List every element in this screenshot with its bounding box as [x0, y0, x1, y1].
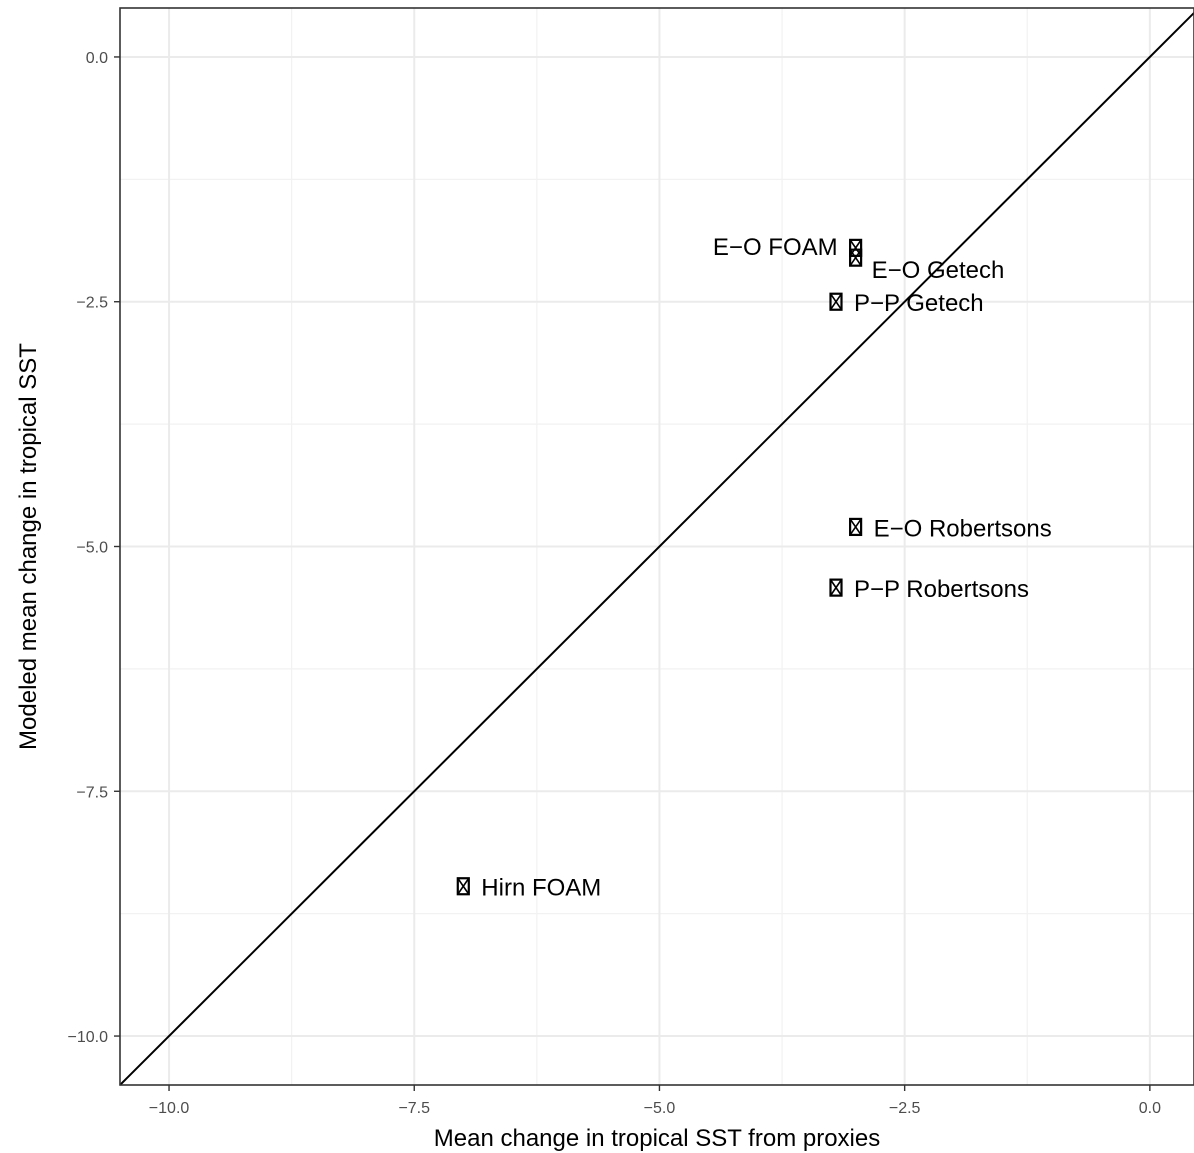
data-point: E−O FOAM: [713, 234, 863, 261]
point-label: Hirn FOAM: [481, 875, 601, 902]
x-tick-label: −10.0: [149, 1100, 190, 1117]
x-tick-label: −7.5: [398, 1100, 430, 1117]
y-tick-label: −10.0: [68, 1029, 109, 1046]
y-tick-label: −5.0: [76, 540, 108, 557]
point-marker-cross: [829, 579, 843, 597]
data-points: E−O FOAM E−O Getech P−P Getech E−O Robertso…: [456, 234, 1052, 902]
point-marker: [849, 238, 863, 257]
grid: [120, 8, 1194, 1085]
x-tick-label: −5.0: [644, 1100, 676, 1117]
y-tick-label: 0.0: [86, 50, 108, 67]
y-tick-label: −2.5: [76, 295, 108, 312]
point-label: P−P Getech: [854, 290, 984, 317]
point-label: E−O Getech: [872, 257, 1005, 284]
point-marker-cross: [849, 249, 862, 267]
x-tick-label: −2.5: [889, 1100, 921, 1117]
y-tick-label: −7.5: [76, 784, 108, 801]
point-marker: [829, 292, 843, 311]
point-marker-cross: [457, 877, 470, 895]
point-marker: [849, 517, 863, 537]
axes: −10.0 −7.5 −5.0 −2.5 0.0 −10.0 −7.5 −5.0 −2.5 0.0: [68, 50, 1162, 1117]
data-point: P−P Getech: [829, 290, 984, 317]
point-label: E−O FOAM: [713, 234, 838, 261]
data-point: Hirn FOAM: [456, 875, 601, 902]
x-tick-label: 0.0: [1139, 1100, 1161, 1117]
data-point: E−O Getech: [849, 248, 1005, 284]
point-marker: [456, 877, 470, 896]
point-marker: [849, 248, 863, 267]
y-axis-title: Modeled mean change in tropical SST: [15, 343, 42, 750]
point-marker-cross: [849, 518, 862, 536]
identity-line: [119, 12, 1194, 1086]
x-axis-title: Mean change in tropical SST from proxies: [434, 1125, 880, 1152]
point-label: P−P Robertsons: [854, 576, 1029, 603]
point-label: E−O Robertsons: [874, 515, 1052, 542]
data-point: P−P Robertsons: [829, 576, 1029, 603]
point-marker-cross: [829, 293, 843, 311]
data-point: E−O Robertsons: [849, 515, 1052, 542]
point-marker: [829, 578, 843, 597]
